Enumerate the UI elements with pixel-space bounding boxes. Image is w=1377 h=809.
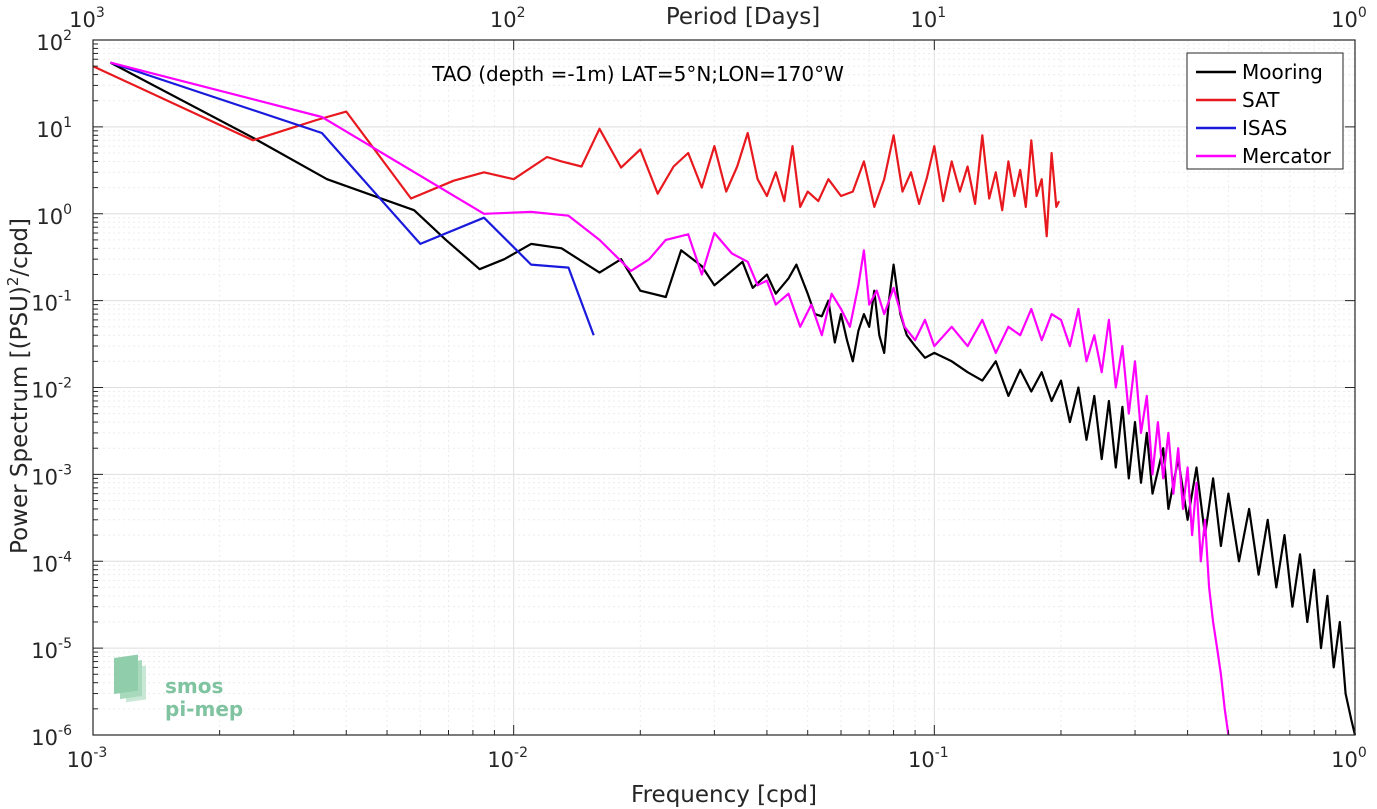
top-tick-label: 100	[1331, 5, 1367, 32]
y-tick-label-base: 10	[31, 552, 58, 576]
y-tick-label-base: 10	[36, 31, 63, 55]
y-tick-label-exponent: 1	[63, 115, 72, 131]
x-tick-label: 10-1	[908, 745, 949, 772]
chart-title: TAO (depth =-1m) LAT=5°N;LON=170°W	[431, 62, 844, 86]
x-tick-label-base: 10	[67, 748, 94, 772]
y-tick-label-exponent: 0	[63, 202, 72, 218]
y-tick-label: 10-1	[31, 289, 72, 316]
x-tick-label-base: 10	[1331, 748, 1358, 772]
top-tick-label-exponent: 0	[1358, 5, 1367, 21]
x-tick-label-base: 10	[908, 748, 935, 772]
y-axis-label-main: Power Spectrum [(PSU)	[7, 286, 33, 554]
top-tick-label: 101	[911, 5, 947, 32]
x-tick-label: 100	[1331, 745, 1367, 772]
y-tick-label: 10-5	[31, 636, 72, 663]
top-tick-label: 103	[69, 5, 105, 32]
y-tick-label-exponent: -5	[58, 636, 72, 652]
y-tick-label-base: 10	[31, 726, 58, 750]
top-tick-label-base: 10	[69, 8, 96, 32]
y-tick-label-exponent: -6	[58, 723, 72, 739]
y-axis-label: Power Spectrum [(PSU)2/cpd]	[4, 218, 33, 554]
x-tick-label-exponent: -1	[935, 745, 949, 761]
y-tick-label: 10-4	[31, 549, 72, 576]
y-tick-label-exponent: -2	[58, 376, 72, 392]
legend-label-sat: SAT	[1242, 88, 1280, 112]
y-tick-label: 10-3	[31, 462, 72, 489]
x-tick-label: 10-3	[67, 745, 108, 772]
x-tick-label-exponent: 0	[1358, 745, 1367, 761]
top-tick-label: 102	[490, 5, 526, 32]
legend-label-mercator: Mercator	[1242, 144, 1332, 168]
x-tick-label-exponent: -3	[93, 745, 107, 761]
top-tick-label-exponent: 1	[937, 5, 946, 21]
grid	[92, 40, 1355, 736]
y-axis-label-sup: 2	[4, 277, 22, 287]
y-tick-label-base: 10	[36, 205, 63, 229]
y-tick-label-exponent: -4	[58, 549, 72, 565]
x-tick-label-exponent: -2	[514, 745, 528, 761]
y-tick-label-base: 10	[31, 465, 58, 489]
smos-pi-mep-logo: smos pi-mep	[114, 654, 243, 721]
series-line-mooring	[109, 61, 1357, 736]
series-line-mercator	[110, 61, 1230, 736]
series-line-sat	[92, 65, 1061, 238]
logo-layer-icon	[114, 654, 138, 694]
legend-label-isas: ISAS	[1242, 116, 1287, 140]
y-tick-label: 10-2	[31, 376, 72, 403]
x-tick-label: 10-2	[487, 745, 528, 772]
y-tick-label-exponent: -3	[58, 462, 72, 478]
top-tick-label-base: 10	[490, 8, 517, 32]
y-axis-label-tail: /cpd]	[7, 218, 33, 277]
series-lines	[92, 61, 1357, 736]
top-axis-label: Period [Days]	[666, 4, 820, 30]
y-tick-label-exponent: -1	[58, 289, 72, 305]
logo-text-smos: smos	[165, 674, 223, 698]
y-tick-label-exponent: 2	[63, 28, 72, 44]
top-tick-label-base: 10	[911, 8, 938, 32]
y-tick-label: 100	[36, 202, 72, 229]
y-tick-label-base: 10	[36, 118, 63, 142]
top-tick-label-exponent: 3	[96, 5, 105, 21]
x-axis-label: Frequency [cpd]	[631, 782, 817, 808]
y-tick-label-base: 10	[31, 292, 58, 316]
legend-label-mooring: Mooring	[1242, 60, 1323, 84]
y-tick-label-base: 10	[31, 379, 58, 403]
y-tick-label: 102	[36, 28, 72, 55]
series-line-isas	[110, 61, 595, 336]
y-tick-label: 10-6	[31, 723, 72, 750]
logo-text-pi-mep: pi-mep	[165, 697, 243, 721]
legend: Mooring SAT ISAS Mercator	[1186, 52, 1344, 170]
x-tick-label-base: 10	[487, 748, 514, 772]
y-tick-label-base: 10	[31, 639, 58, 663]
top-tick-label-base: 10	[1331, 8, 1358, 32]
top-tick-label-exponent: 2	[517, 5, 526, 21]
y-tick-label: 101	[36, 115, 72, 142]
